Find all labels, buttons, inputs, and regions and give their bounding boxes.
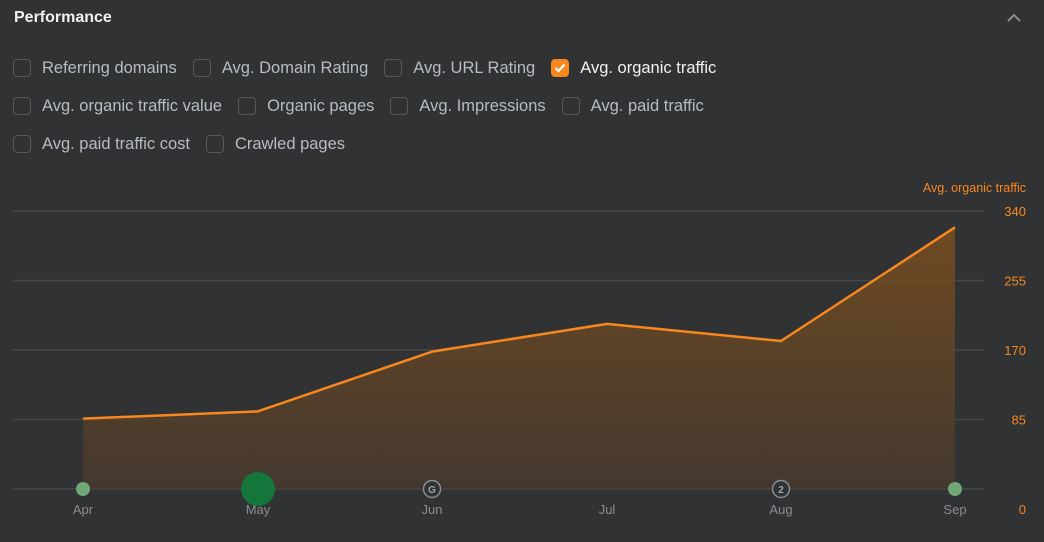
y-tick-label: 0 — [1019, 502, 1026, 517]
metric-label: Avg. Impressions — [419, 96, 546, 115]
collapse-button[interactable] — [1004, 10, 1024, 26]
metric-label: Avg. Domain Rating — [221, 58, 369, 77]
y-tick-label: 255 — [1004, 274, 1026, 289]
area-fill — [83, 227, 955, 489]
event-marker-icon — [76, 482, 90, 496]
chevron-up-icon — [1007, 13, 1021, 22]
x-tick-label: Jun — [422, 502, 443, 517]
x-tick-label: May — [246, 502, 271, 517]
y-tick-label: 340 — [1004, 204, 1026, 219]
checkbox-icon[interactable] — [13, 97, 31, 115]
metric-checkbox-avg-paid-traffic-cost[interactable]: Avg. paid traffic cost — [13, 135, 190, 154]
metric-label: Avg. organic traffic — [580, 58, 717, 77]
metric-checkbox-crawled-pages[interactable]: Crawled pages — [205, 134, 346, 154]
google-update-icon — [422, 479, 442, 499]
metric-checkbox-avg-organic-traffic[interactable]: Avg. organic traffic — [551, 59, 716, 78]
event-marker-large-icon — [241, 472, 275, 506]
metric-label: Referring domains — [42, 58, 177, 77]
checkbox-icon[interactable] — [192, 59, 211, 77]
x-tick-label: Jul — [599, 502, 616, 517]
x-tick-label: Aug — [769, 502, 792, 517]
metric-label: Crawled pages — [234, 134, 346, 153]
y-tick-label: 170 — [1004, 343, 1026, 358]
metric-checkbox-avg-organic-traffic-value[interactable]: Avg. organic traffic value — [13, 97, 222, 116]
metric-checkbox-avg-paid-traffic[interactable]: Avg. paid traffic — [561, 96, 704, 116]
metric-label: Avg. paid traffic — [590, 96, 704, 115]
checkbox-icon[interactable] — [384, 59, 403, 77]
metric-checkbox-referring-domains[interactable]: Referring domains — [13, 59, 177, 78]
annotation-count-badge — [771, 479, 791, 499]
metric-checkbox-organic-pages[interactable]: Organic pages — [238, 97, 374, 116]
metric-selector: Referring domains Avg. Domain Rating Avg. … — [13, 56, 913, 170]
metric-label: Avg. paid traffic cost — [42, 134, 190, 153]
checkbox-icon[interactable] — [561, 97, 580, 115]
metric-label: Avg. URL Rating — [413, 58, 536, 77]
checkbox-checked-icon[interactable] — [551, 59, 570, 77]
metric-row: Avg. organic traffic value Organic pages A… — [13, 94, 913, 118]
annotation-label: G — [428, 485, 436, 496]
checkbox-icon[interactable] — [205, 135, 224, 153]
metric-checkbox-avg-url-rating[interactable]: Avg. URL Rating — [384, 59, 535, 78]
annotation-label: 2 — [778, 485, 784, 496]
x-tick-label: Apr — [73, 502, 94, 517]
event-marker-icon — [948, 482, 962, 496]
metric-label: Avg. organic traffic value — [42, 96, 223, 115]
metric-row: Avg. paid traffic cost Crawled pages — [13, 132, 913, 156]
x-tick-label: Sep — [943, 502, 966, 517]
checkbox-icon[interactable] — [390, 97, 409, 115]
performance-chart: Avg. organic traffic 0 85 170 255 340 Apr May J… — [0, 170, 1044, 537]
metric-checkbox-avg-domain-rating[interactable]: Avg. Domain Rating — [192, 58, 369, 78]
series-axis-label: Avg. organic traffic — [922, 181, 1026, 195]
checkbox-icon[interactable] — [13, 135, 31, 153]
checkbox-icon[interactable] — [13, 59, 31, 77]
metric-label: Organic pages — [267, 96, 375, 115]
y-tick-label: 85 — [1012, 413, 1026, 428]
checkbox-icon[interactable] — [238, 97, 257, 115]
section-title: Performance — [14, 9, 112, 26]
metric-row: Referring domains Avg. Domain Rating Avg. … — [13, 56, 913, 80]
series-line — [82, 226, 956, 420]
chart-canvas: 0 85 170 255 340 Apr May Jun Jul Aug Sep G 2 — [13, 204, 1026, 517]
metric-checkbox-avg-impressions[interactable]: Avg. Impressions — [390, 96, 546, 116]
